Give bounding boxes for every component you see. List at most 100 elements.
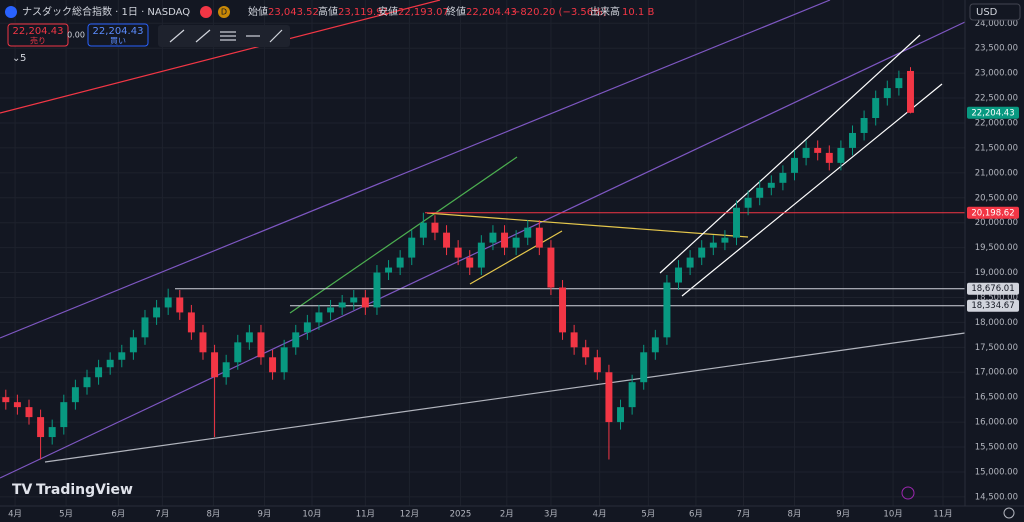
x-tick-label: 11月 — [933, 510, 952, 520]
candle-body — [13, 402, 21, 408]
y-tick-label: 15,000.00 — [975, 467, 1018, 477]
candle-body — [767, 182, 775, 188]
candle-body — [118, 352, 126, 360]
candle-body — [559, 287, 567, 333]
x-tick-label: 10月 — [302, 510, 321, 520]
volume: 10.1 B — [622, 7, 654, 18]
y-tick-label: 17,000.00 — [975, 368, 1018, 378]
x-tick-label: 5月 — [59, 510, 73, 520]
ohlc-label: 始値 — [248, 5, 268, 18]
candle-body — [686, 257, 694, 268]
candle-body — [2, 397, 10, 403]
candle-body — [628, 382, 636, 408]
trend-line — [0, 0, 831, 339]
price-tag — [967, 299, 1019, 312]
candle-body — [431, 222, 439, 233]
x-tick-label: 3月 — [544, 510, 558, 520]
x-tick-label: 4月 — [593, 510, 607, 520]
candle-body — [141, 317, 149, 338]
y-tick-label: 20,500.00 — [975, 193, 1018, 203]
candle-body — [153, 307, 161, 318]
ohlc-label: 高値 — [318, 5, 338, 18]
candle-body — [176, 297, 184, 313]
currency-button[interactable] — [969, 3, 1021, 21]
x-tick-label: 2025 — [450, 510, 472, 520]
sell-label: 売り — [30, 36, 46, 46]
candle-body — [385, 267, 393, 273]
tool-icon[interactable] — [269, 29, 283, 43]
candle-body — [106, 359, 114, 368]
y-tick-label: 18,500.00 — [975, 293, 1018, 303]
change: −820.20 (−3.56%) — [512, 7, 607, 18]
trend-line — [426, 212, 749, 238]
candle-body — [872, 98, 880, 119]
candle-body — [501, 232, 509, 248]
candle-body — [709, 242, 717, 248]
candle-body — [489, 232, 497, 243]
y-tick-label: 19,000.00 — [975, 268, 1018, 278]
candle-body — [129, 337, 137, 353]
candle-body — [187, 312, 195, 333]
candle-body — [582, 347, 590, 358]
x-tick-label: 8月 — [788, 510, 802, 520]
candle-body — [814, 147, 822, 153]
candle-body — [60, 402, 68, 428]
buy-button[interactable] — [87, 23, 149, 47]
alert-icon[interactable] — [901, 486, 915, 500]
candle-body — [860, 118, 868, 133]
candle-body — [245, 332, 253, 343]
x-tick-label: 2月 — [500, 510, 514, 520]
candle-body — [83, 377, 91, 388]
price-tag-label: 18,334.67 — [971, 301, 1014, 311]
x-tick-label: 9月 — [836, 510, 850, 520]
y-tick-label: 24,000.00 — [975, 19, 1018, 29]
x-tick-label: 5月 — [641, 510, 655, 520]
tool-icon[interactable] — [195, 29, 211, 43]
candle-body — [280, 347, 288, 373]
candle-body — [883, 88, 891, 99]
indicator-count[interactable]: 5 — [20, 53, 26, 64]
x-tick-label: 6月 — [111, 510, 125, 520]
candle-body — [25, 407, 33, 418]
plot-area — [2, 67, 965, 460]
candle-body — [315, 312, 323, 323]
collapse-icon[interactable]: ⌄ — [12, 53, 20, 64]
tool-icon[interactable] — [169, 29, 185, 43]
drawings — [0, 0, 966, 479]
buy-price: 22,204.43 — [93, 26, 144, 37]
candle-body — [257, 332, 265, 358]
candle-body — [593, 357, 601, 373]
settings-icon[interactable] — [1003, 507, 1015, 519]
candle-body — [338, 302, 346, 308]
flag-icon[interactable] — [200, 6, 212, 18]
x-tick-label: 11月 — [356, 510, 375, 520]
candle-body — [756, 187, 764, 198]
logo: TradingView — [36, 482, 133, 498]
candle-body — [547, 247, 555, 288]
trend-line — [469, 230, 563, 285]
candle-body — [211, 352, 219, 378]
logo-mark: TV — [12, 482, 33, 498]
buy-label: 買い — [110, 37, 126, 46]
axes: 14,500.00 15,000.00 15,500.00 16,000.00 16,5… — [8, 19, 1019, 520]
candle-body — [907, 70, 914, 113]
sell-button[interactable] — [7, 23, 69, 47]
candle-body — [327, 307, 335, 313]
currency: USD — [976, 7, 998, 18]
x-tick-label: 8月 — [206, 510, 220, 520]
candle-body — [744, 197, 752, 208]
candle-body — [373, 272, 381, 308]
candle-body — [164, 297, 172, 308]
symbol-title[interactable]: ナスダック総合指数 · 1日 · NASDAQ — [22, 5, 190, 18]
candle-body — [222, 362, 230, 378]
candle-body — [675, 267, 682, 283]
candle-body — [605, 372, 613, 423]
ohlc-value: 23,119.91 — [338, 7, 389, 18]
y-tick-label: 23,000.00 — [975, 69, 1018, 79]
candle-body — [733, 207, 740, 238]
candle-body — [303, 322, 311, 333]
y-tick-label: 15,500.00 — [975, 443, 1018, 453]
